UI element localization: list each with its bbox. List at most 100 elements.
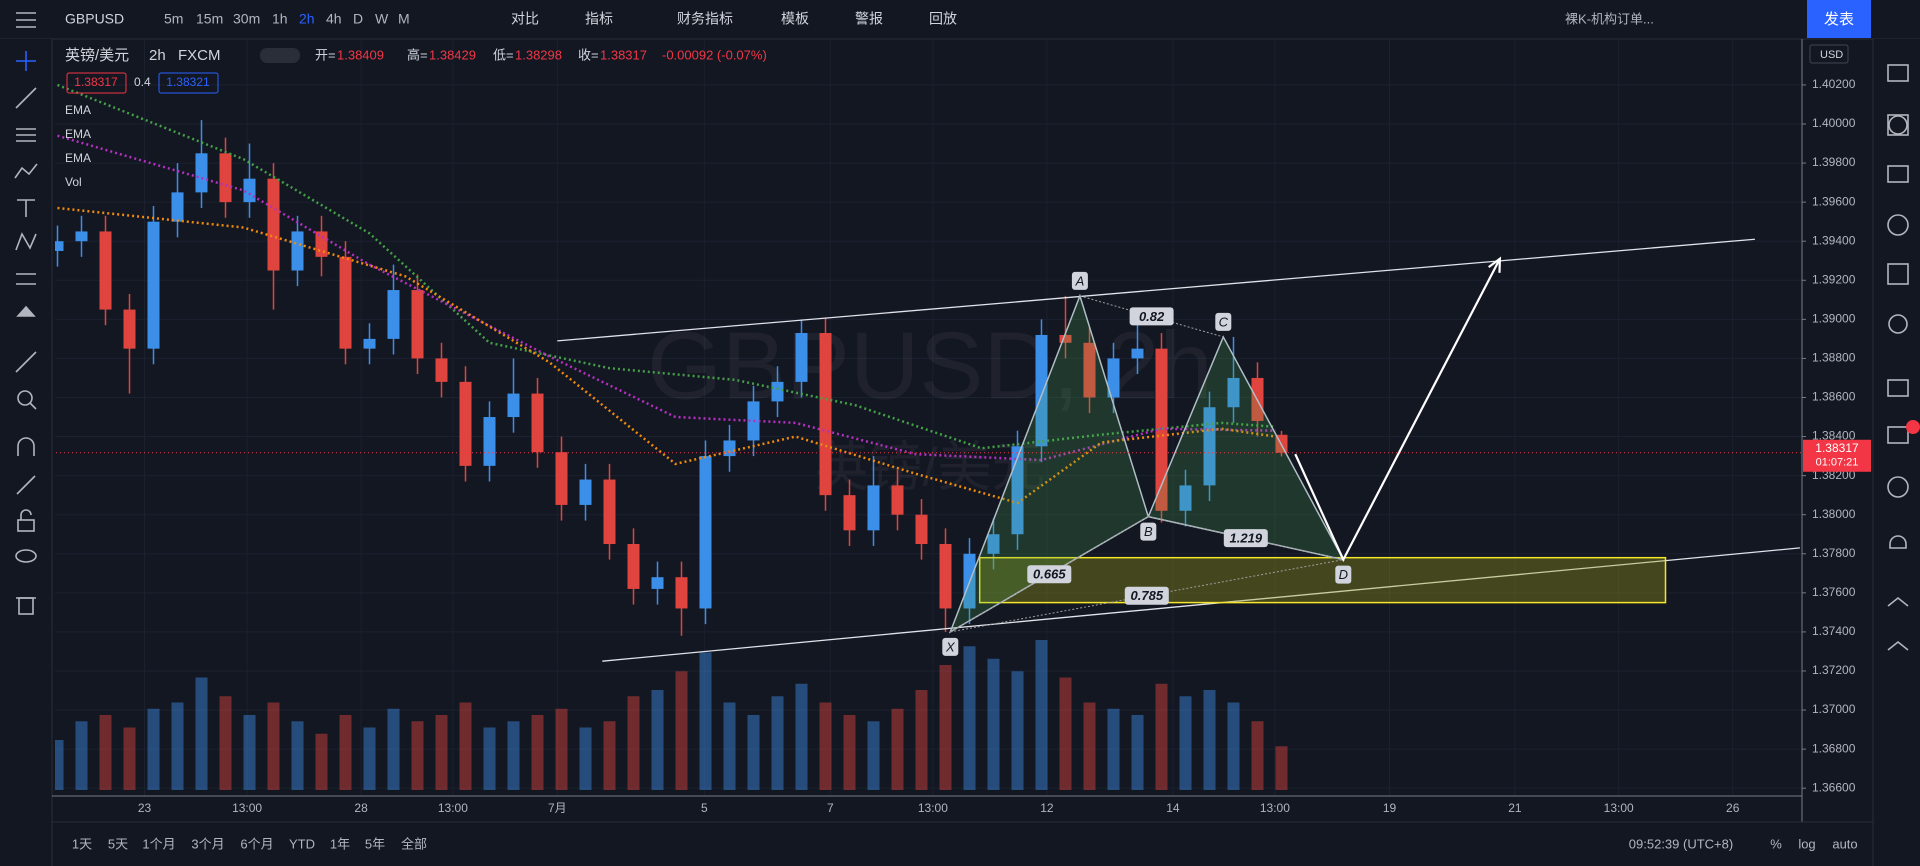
volume-bar	[1155, 683, 1168, 790]
interval[interactable]: 30m	[233, 11, 260, 27]
legend-name: 英镑/美元	[65, 46, 129, 64]
candle-body	[651, 577, 664, 589]
toolbar-button[interactable]: 对比	[511, 11, 539, 27]
x-tick-label: 13:00	[1260, 801, 1290, 815]
indicator-name: EMA	[65, 151, 91, 165]
last-price-label: 1.38317	[1815, 441, 1859, 455]
scale-option[interactable]: %	[1770, 836, 1782, 851]
range-button[interactable]: 3个月	[191, 836, 224, 851]
toolbar-button[interactable]: 指标	[585, 11, 613, 27]
toolbar-button[interactable]: 回放	[929, 11, 957, 27]
y-tick-label: 1.39200	[1812, 272, 1856, 286]
range-button[interactable]: 1年	[330, 836, 350, 851]
range-button[interactable]: 全部	[401, 836, 427, 851]
candle-body	[1059, 334, 1072, 343]
trend-line	[602, 547, 1800, 662]
candle-body	[147, 221, 160, 349]
ohlc-label: 收=	[578, 47, 599, 62]
visibility-toggle[interactable]	[260, 48, 300, 63]
ratio-label: 0.665	[1033, 567, 1066, 582]
volume-bar	[699, 652, 712, 790]
symbol[interactable]: GBPUSD	[65, 11, 124, 27]
drawing-tools[interactable]	[14, 51, 38, 615]
range-button[interactable]: 5年	[365, 836, 385, 851]
candle-body	[291, 231, 304, 271]
candle-body	[1179, 485, 1192, 511]
publish-button[interactable]	[1807, 0, 1871, 38]
ohlc-label: 开=	[315, 47, 336, 62]
volume-bar	[507, 721, 520, 790]
candle-body	[1011, 446, 1024, 535]
range-button[interactable]: 1个月	[142, 836, 175, 851]
interval[interactable]: W	[375, 11, 389, 27]
volume-bar	[483, 727, 496, 790]
candle-body	[267, 178, 280, 271]
x-tick-label: 26	[1726, 801, 1740, 815]
volume-bar	[843, 715, 856, 790]
sidebar-icons[interactable]	[1887, 64, 1909, 651]
volume-bar	[1107, 708, 1120, 790]
candle-body	[915, 514, 928, 544]
ohlc-label: 高=	[407, 47, 428, 62]
interval[interactable]: 2h	[299, 11, 315, 27]
volume-bar	[339, 715, 352, 790]
candle-body	[219, 153, 232, 203]
ratio-box	[1129, 307, 1174, 326]
candle-body	[723, 440, 736, 457]
clock: 09:52:39 (UTC+8)	[1629, 836, 1733, 851]
candle-body	[387, 290, 400, 339]
layout-name[interactable]: 裸K-机构订单...	[1565, 11, 1654, 26]
volume-bar	[459, 702, 472, 790]
range-button[interactable]: 5天	[108, 836, 128, 851]
y-tick-label: 1.38400	[1812, 429, 1856, 443]
countdown: 01:07:21	[1816, 457, 1859, 469]
range-button[interactable]: 6个月	[240, 836, 273, 851]
change: -0.00092 (-0.07%)	[662, 47, 767, 62]
toolbar-button[interactable]: 警报	[855, 11, 883, 27]
ohlc-value: 1.38409	[337, 47, 384, 62]
volume-bar	[1251, 721, 1264, 790]
range-button[interactable]: YTD	[289, 836, 315, 851]
publish-label[interactable]: 发表	[1824, 11, 1854, 28]
candle-body	[555, 452, 568, 505]
arrow-head	[1488, 256, 1502, 273]
candle-body	[507, 393, 520, 418]
currency-box	[1809, 44, 1849, 64]
toolbar-button[interactable]: 模板	[781, 11, 809, 27]
volume-bar	[771, 696, 784, 790]
point-label: X	[945, 639, 956, 654]
interval[interactable]: 4h	[326, 11, 342, 27]
currency: USD	[1820, 49, 1843, 61]
left-toolbar	[0, 39, 52, 866]
toolbar-button[interactable]: 财务指标	[677, 11, 733, 27]
y-tick-label: 1.39800	[1812, 155, 1856, 169]
y-tick-label: 1.40000	[1812, 116, 1856, 130]
menu-icon[interactable]	[16, 12, 36, 28]
trend-line	[557, 238, 1755, 342]
point-box	[1071, 271, 1088, 290]
bid-box	[66, 72, 127, 94]
interval[interactable]: 5m	[164, 11, 183, 27]
legend-exchange: FXCM	[178, 47, 221, 64]
volume-bar	[1131, 715, 1144, 790]
volume-bar	[1203, 690, 1216, 790]
scale-option[interactable]: log	[1798, 836, 1815, 851]
legend-interval: 2h	[149, 47, 166, 64]
volume-bar	[1275, 746, 1288, 790]
top-toolbar	[0, 0, 1920, 39]
y-tick-label: 1.37800	[1812, 546, 1856, 560]
interval[interactable]: 15m	[196, 11, 223, 27]
interval[interactable]: 1h	[272, 11, 288, 27]
target-zone	[978, 556, 1667, 604]
scale-option[interactable]: auto	[1832, 836, 1857, 851]
interval[interactable]: D	[353, 11, 363, 27]
range-button[interactable]: 1天	[72, 836, 92, 851]
point-box	[1140, 522, 1157, 541]
volume-bar	[219, 696, 232, 790]
candle-body	[891, 485, 904, 515]
volume-bar	[1083, 702, 1096, 790]
interval[interactable]: M	[398, 11, 410, 27]
ohlc-value: 1.38298	[515, 47, 562, 62]
candle-body	[1131, 348, 1144, 359]
